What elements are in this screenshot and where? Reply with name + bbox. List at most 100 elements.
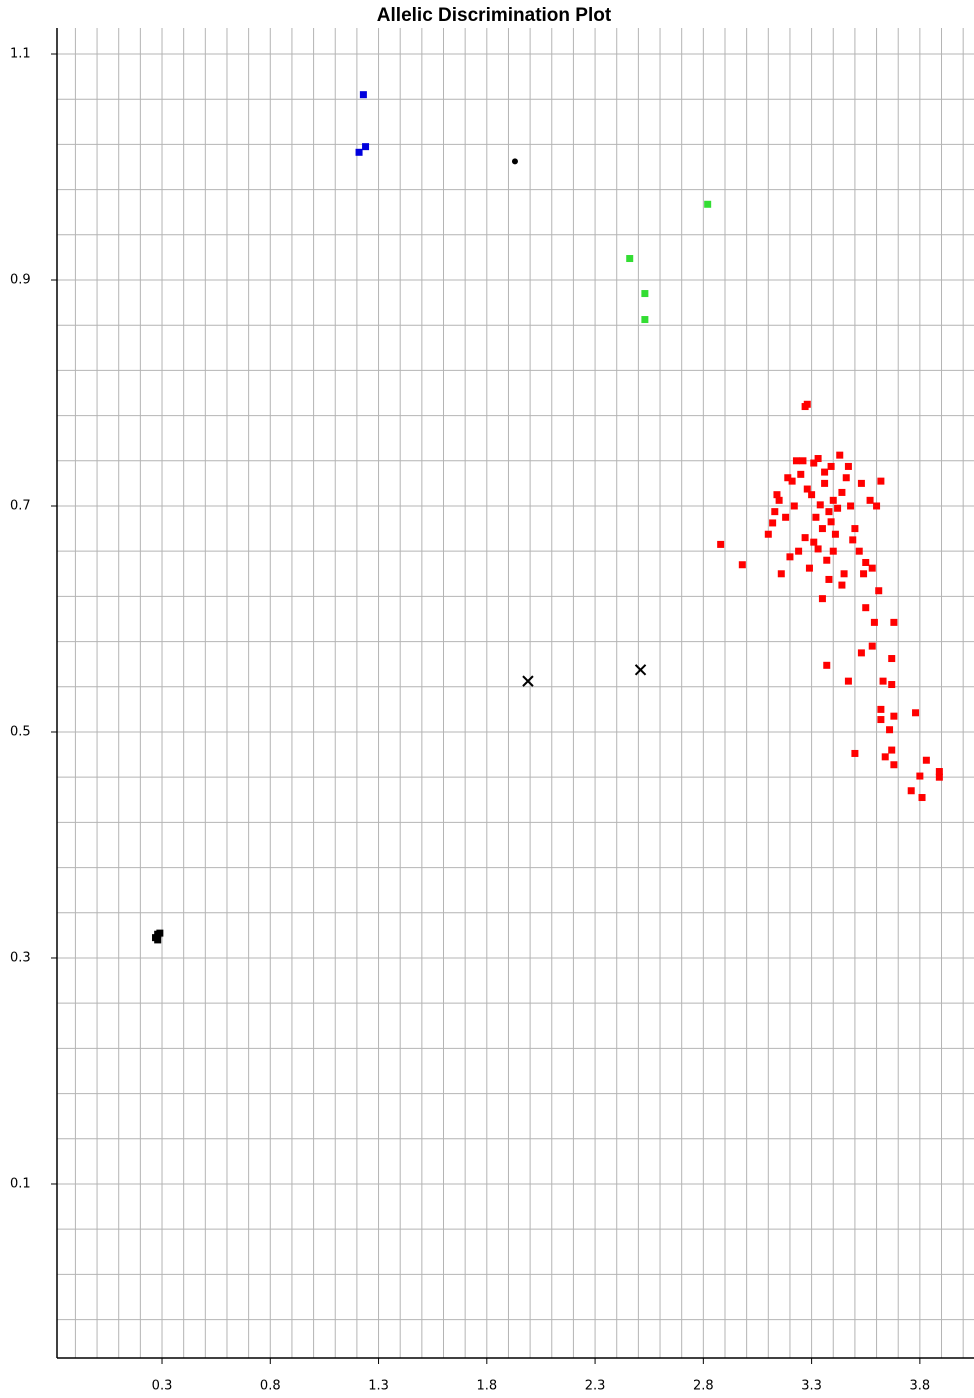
point [916, 772, 924, 780]
point [641, 290, 649, 298]
point [860, 570, 868, 578]
point [875, 587, 883, 595]
point [877, 477, 885, 485]
point [838, 581, 846, 589]
point [829, 496, 837, 504]
point [803, 485, 811, 493]
point [156, 929, 164, 937]
point [918, 794, 926, 802]
point [877, 705, 885, 713]
point [511, 158, 518, 165]
point [771, 508, 779, 516]
point [362, 143, 370, 151]
point [786, 553, 794, 561]
point [890, 712, 898, 720]
y-tick-label: 0.5 [10, 724, 31, 739]
point [857, 479, 865, 487]
point [782, 513, 790, 521]
point [359, 91, 367, 99]
point [626, 255, 634, 263]
point [847, 502, 855, 510]
y-tick-label: 0.1 [10, 1176, 31, 1191]
point [355, 148, 363, 156]
point [879, 677, 887, 685]
point [922, 756, 930, 764]
point [801, 534, 809, 542]
point [769, 519, 777, 527]
point [821, 479, 829, 487]
point [866, 496, 874, 504]
point [764, 530, 772, 538]
point [827, 518, 835, 526]
point [797, 470, 805, 478]
x-tick-label: 2.3 [585, 1379, 606, 1394]
point [717, 540, 725, 548]
point [888, 655, 896, 663]
point [851, 525, 859, 533]
point [873, 502, 881, 510]
point [799, 457, 807, 465]
point [805, 564, 813, 572]
x-tick-label: 0.3 [152, 1379, 173, 1394]
point [840, 570, 848, 578]
point [522, 675, 534, 687]
point [738, 561, 746, 569]
point [810, 459, 818, 467]
point [842, 474, 850, 482]
point [154, 936, 162, 944]
point [818, 595, 826, 603]
point [788, 477, 796, 485]
point [831, 530, 839, 538]
point [816, 501, 824, 509]
y-tick-label: 0.7 [10, 498, 31, 513]
point [838, 488, 846, 496]
point [634, 664, 647, 676]
point [704, 200, 712, 208]
point [890, 761, 898, 769]
point [857, 649, 865, 657]
point [834, 504, 842, 512]
point [814, 455, 822, 463]
x-tick-label: 3.8 [910, 1379, 931, 1394]
point [829, 547, 837, 555]
point [821, 468, 829, 476]
point [775, 496, 783, 504]
point [792, 457, 800, 465]
point [825, 508, 833, 516]
x-tick-label: 3.3 [801, 1379, 822, 1394]
point [935, 773, 943, 781]
y-tick-label: 0.3 [10, 950, 31, 965]
point [870, 618, 878, 626]
point [890, 618, 898, 626]
point [935, 768, 943, 776]
point [844, 677, 852, 685]
point [823, 661, 831, 669]
point [773, 491, 781, 499]
point [862, 558, 870, 566]
point [814, 545, 822, 553]
point [881, 753, 889, 761]
y-tick-label: 0.9 [10, 272, 31, 287]
point [868, 564, 876, 572]
y-tick-label: 1.1 [10, 46, 31, 61]
point [810, 538, 818, 546]
point [825, 575, 833, 583]
point [877, 716, 885, 724]
x-tick-label: 1.3 [368, 1379, 389, 1394]
point [641, 316, 649, 324]
point [818, 525, 826, 533]
point [912, 709, 920, 717]
point [823, 556, 831, 564]
point [868, 642, 876, 650]
point [855, 547, 863, 555]
point [862, 604, 870, 612]
point [827, 462, 835, 470]
point [844, 462, 852, 470]
point [812, 513, 820, 521]
point [836, 451, 844, 459]
point [784, 474, 792, 482]
point [907, 787, 915, 795]
x-tick-label: 1.8 [476, 1379, 497, 1394]
point [777, 570, 785, 578]
